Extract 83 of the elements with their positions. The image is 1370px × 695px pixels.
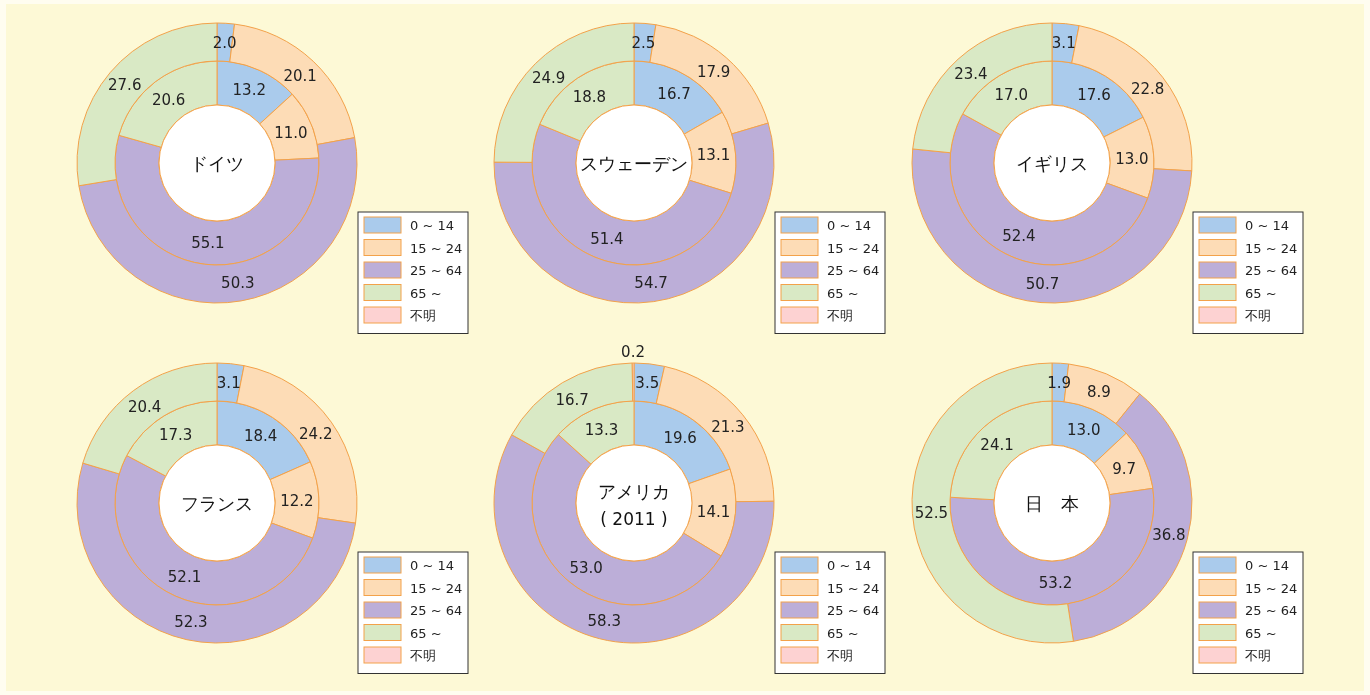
data-label: 21.3: [711, 418, 745, 437]
text: イギリス: [1016, 153, 1088, 174]
legend-label: 25 ~ 64: [1245, 263, 1298, 278]
data-label: 52.5: [914, 503, 949, 522]
legend-label: 65 ~: [827, 625, 859, 641]
legend-label: 不明: [1245, 308, 1271, 323]
data-label: 36.8: [1152, 525, 1186, 544]
legend-label: 65 ~: [410, 285, 442, 301]
legend-label: 0 ~ 14: [827, 218, 871, 233]
data-label: 13.0: [1067, 421, 1101, 440]
data-label: 0.2: [621, 342, 645, 361]
legend-label: 65 ~: [1245, 285, 1277, 301]
data-label: 17.9: [697, 63, 731, 82]
data-label: 3.5: [635, 374, 660, 393]
text: 日 本: [1025, 493, 1079, 514]
data-label: 18.4: [244, 427, 278, 446]
legend-label: 15 ~ 24: [827, 580, 880, 596]
data-label: 19.6: [663, 429, 697, 448]
data-label: 14.1: [696, 502, 731, 521]
legend-label: 25 ~ 64: [410, 263, 463, 278]
legend-label: 不明: [410, 308, 436, 323]
legend-label: 15 ~ 24: [1245, 240, 1298, 256]
data-label: 50.7: [1025, 275, 1060, 294]
text: スウェーデン: [580, 153, 688, 174]
data-label: 53.0: [569, 558, 603, 577]
data-label: 51.4: [590, 229, 624, 248]
data-label: 20.6: [152, 90, 186, 109]
data-label: 17.6: [1077, 86, 1111, 105]
legend-label: 0 ~ 14: [410, 558, 454, 573]
data-label: 22.8: [1130, 80, 1165, 99]
legend-label: 15 ~ 24: [410, 580, 463, 596]
data-label: 17.3: [158, 426, 193, 445]
data-label: 9.7: [1112, 459, 1136, 478]
data-label: 58.3: [587, 611, 621, 630]
data-label: 24.2: [299, 424, 333, 443]
data-label: 27.6: [108, 76, 142, 95]
data-label: 18.8: [572, 88, 607, 107]
data-label: 13.0: [1115, 149, 1149, 168]
legend-label: 不明: [410, 648, 436, 663]
text: アメリカ: [598, 481, 670, 502]
data-label: 50.3: [221, 273, 255, 292]
legend-label: 0 ~ 14: [1245, 558, 1289, 573]
data-label: 52.3: [174, 612, 208, 631]
data-label: 24.1: [980, 436, 1014, 455]
text: ( 2011 ): [600, 509, 668, 529]
data-label: 3.1: [1051, 34, 1076, 53]
data-label: 16.7: [555, 390, 589, 409]
data-label: 12.2: [280, 491, 314, 510]
legend-label: 25 ~ 64: [410, 603, 463, 618]
legend-label: 25 ~ 64: [1245, 603, 1298, 618]
data-label: 24.9: [532, 68, 566, 87]
text: フランス: [181, 493, 253, 514]
data-label: 23.4: [954, 64, 988, 83]
legend-label: 不明: [1245, 648, 1271, 663]
legend-label: 15 ~ 24: [410, 240, 463, 256]
legend-label: 65 ~: [410, 625, 442, 641]
legend-label: 25 ~ 64: [827, 263, 880, 278]
data-label: 16.7: [657, 85, 691, 104]
legend-label: 15 ~ 24: [1245, 580, 1298, 596]
data-label: 20.4: [127, 397, 162, 416]
data-label: 52.1: [167, 567, 202, 586]
data-label: 13.3: [584, 421, 619, 440]
legend-label: 不明: [827, 648, 853, 663]
data-label: 54.7: [634, 274, 668, 293]
legend-label: 65 ~: [827, 285, 859, 301]
data-label: 8.9: [1087, 382, 1111, 401]
text: ドイツ: [190, 153, 244, 174]
legend-label: 0 ~ 14: [410, 218, 454, 233]
legend-label: 15 ~ 24: [827, 240, 880, 256]
data-label: 52.4: [1002, 227, 1036, 246]
legend-label: 0 ~ 14: [1245, 218, 1289, 233]
legend-label: 不明: [827, 308, 853, 323]
legend-label: 25 ~ 64: [827, 603, 880, 618]
data-label: 3.1: [216, 374, 241, 393]
legend-label: 65 ~: [1245, 625, 1277, 641]
legend-label: 0 ~ 14: [827, 558, 871, 573]
data-label: 17.0: [994, 85, 1028, 104]
data-label: 55.1: [191, 233, 225, 252]
data-label: 11.0: [274, 123, 308, 142]
data-label: 13.1: [696, 145, 731, 164]
data-label: 13.2: [232, 81, 266, 100]
data-label: 53.2: [1038, 574, 1073, 593]
data-label: 20.1: [283, 66, 317, 85]
